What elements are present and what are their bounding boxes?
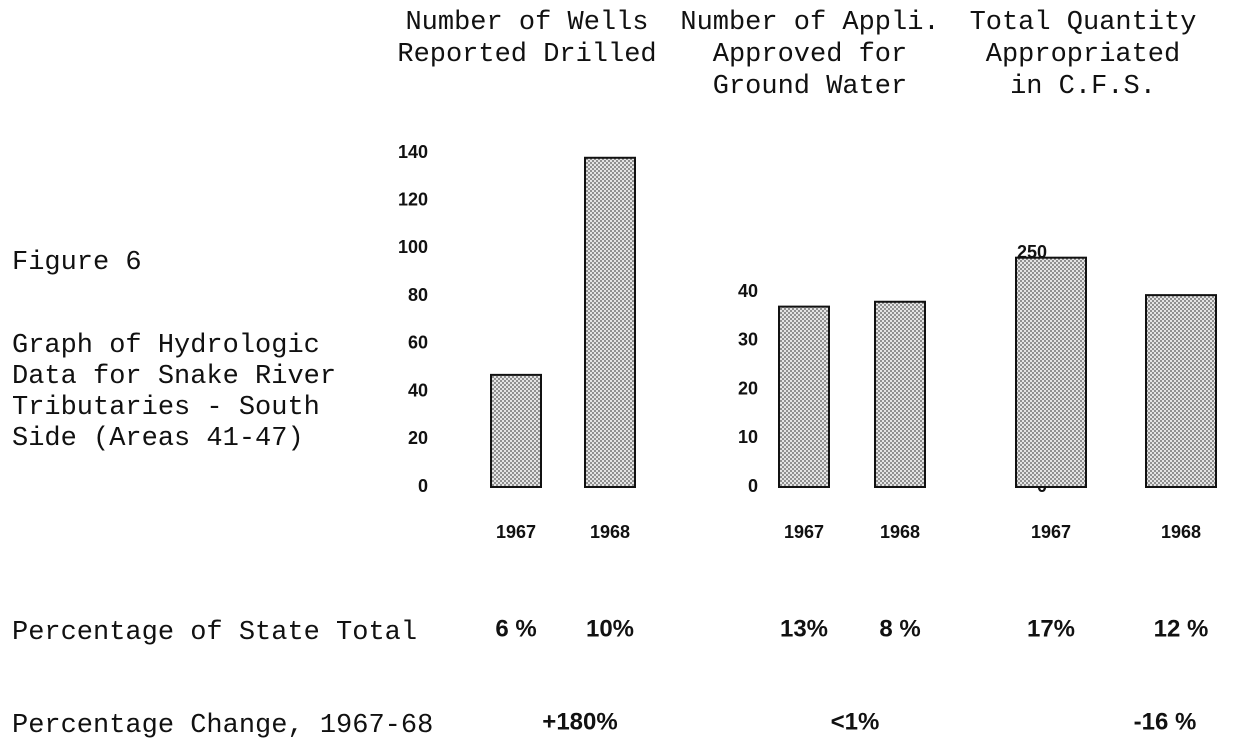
caption-line: Data for Snake River — [12, 362, 336, 392]
y-tick-label: 140 — [398, 142, 428, 162]
x-tick-label: 1967 — [784, 522, 824, 542]
caption-line: Side (Areas 41-47) — [12, 424, 304, 454]
bar — [584, 156, 636, 488]
row-label: Percentage Change, 1967-68 — [12, 711, 433, 741]
y-tick-label: 80 — [408, 285, 428, 305]
y-tick-label: 10 — [738, 427, 758, 447]
x-tick-label: 1967 — [1031, 522, 1071, 542]
y-tick-label: 0 — [748, 476, 758, 496]
state-total: 8 % — [879, 615, 920, 642]
y-tick-label: 120 — [398, 189, 428, 209]
x-tick-label: 1968 — [880, 522, 920, 542]
y-tick-label: 40 — [408, 380, 428, 400]
x-tick-label: 1967 — [496, 522, 536, 542]
y-tick-label: 60 — [408, 333, 428, 353]
bar — [874, 300, 926, 488]
state-total: 12 % — [1154, 615, 1209, 642]
y-tick-label: 40 — [738, 281, 758, 301]
y-tick-label: 20 — [408, 428, 428, 448]
bar — [778, 305, 830, 488]
percent-change: -16 % — [1134, 708, 1197, 735]
percent-change: <1% — [831, 708, 880, 735]
chart-title: Ground Water — [713, 72, 907, 102]
chart-title: in C.F.S. — [1010, 72, 1156, 102]
y-tick-label: 100 — [398, 237, 428, 257]
chart-title: Number of Appli. — [680, 8, 939, 38]
state-total: 6 % — [495, 615, 536, 642]
y-tick-label: 0 — [418, 476, 428, 496]
caption-line: Tributaries - South — [12, 393, 320, 423]
state-total: 13% — [780, 615, 828, 642]
percent-change: +180% — [542, 708, 617, 735]
chart-title: Appropriated — [986, 40, 1180, 70]
bar — [1145, 294, 1217, 488]
caption-line: Graph of Hydrologic — [12, 331, 320, 361]
y-tick-label: 20 — [738, 378, 758, 398]
chart-title: Approved for — [713, 40, 907, 70]
y-tick-label: 30 — [738, 330, 758, 350]
chart-title: Reported Drilled — [397, 40, 656, 70]
chart-title: Number of Wells — [405, 8, 648, 38]
state-total: 10% — [586, 615, 634, 642]
row-label: Percentage of State Total — [12, 618, 417, 648]
x-tick-label: 1968 — [590, 522, 630, 542]
bar — [490, 373, 542, 488]
state-total: 17% — [1027, 615, 1075, 642]
x-tick-label: 1968 — [1161, 522, 1201, 542]
bar — [1015, 256, 1087, 488]
chart-title: Total Quantity — [970, 8, 1197, 38]
figure-label: Figure 6 — [12, 248, 142, 278]
